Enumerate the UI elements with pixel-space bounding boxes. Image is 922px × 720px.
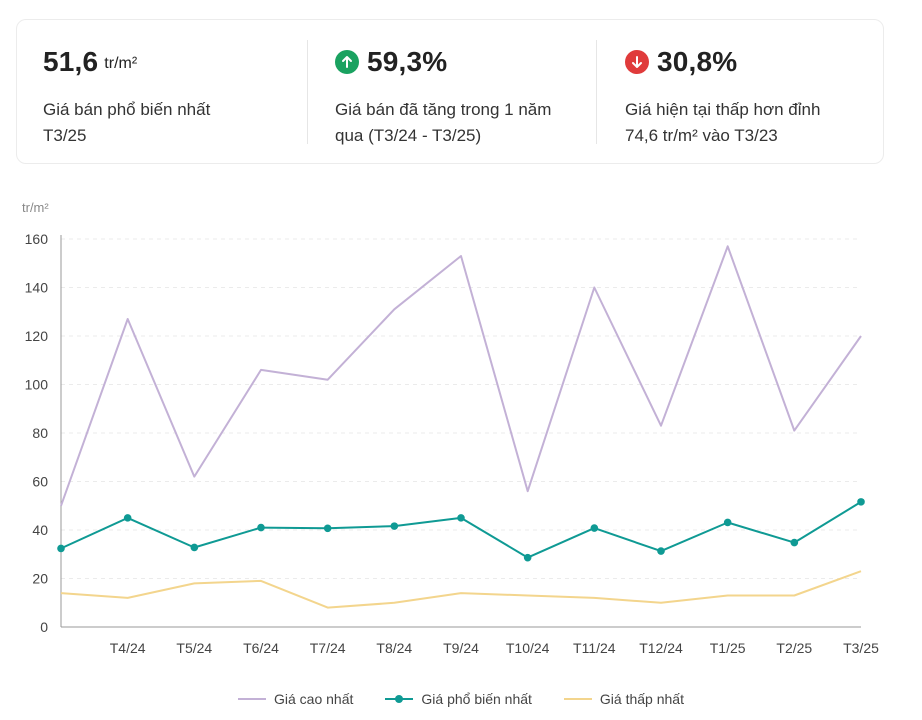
summary-headline: 59,3% xyxy=(335,44,447,80)
y-tick-label: 120 xyxy=(25,328,49,344)
data-point xyxy=(390,522,399,530)
x-tick-label: T1/25 xyxy=(710,640,746,656)
legend-swatch xyxy=(238,693,266,705)
data-point xyxy=(723,518,732,527)
summary-description-line: Giá hiện tại thấp hơn đỉnh xyxy=(625,100,821,119)
arrow-down-icon xyxy=(625,50,649,74)
legend-label: Giá thấp nhất xyxy=(599,691,684,707)
data-point xyxy=(790,538,799,547)
summary-panel: 51,6 tr/m² Giá bán phổ biến nhất T3/25 5… xyxy=(16,19,884,164)
legend-label: Giá phổ biến nhất xyxy=(421,691,532,707)
x-tick-label: T11/24 xyxy=(573,640,616,656)
data-point xyxy=(857,498,865,506)
x-tick-label: T7/24 xyxy=(310,640,346,656)
y-tick-label: 100 xyxy=(25,377,49,393)
legend-swatch xyxy=(563,693,592,705)
y-tick-label: 40 xyxy=(32,522,48,538)
x-tick-label: T5/24 xyxy=(176,640,212,656)
summary-divider xyxy=(307,40,308,144)
summary-headline: 30,8% xyxy=(625,44,737,80)
x-tick-label: T10/24 xyxy=(506,640,550,656)
series-line-2 xyxy=(60,570,862,609)
data-point xyxy=(57,544,65,553)
data-point xyxy=(123,514,132,522)
x-tick-label: T12/24 xyxy=(639,640,683,656)
summary-description: Giá bán đã tăng trong 1 năm qua (T3/24 -… xyxy=(335,97,585,149)
y-tick-label: 80 xyxy=(32,425,48,441)
y-tick-label: 140 xyxy=(25,280,49,296)
legend-label: Giá cao nhất xyxy=(274,691,354,707)
legend-swatch-line xyxy=(563,698,592,700)
y-tick-label: 20 xyxy=(32,571,48,587)
summary-description-line: 74,6 tr/m² vào T3/23 xyxy=(625,126,778,145)
summary-description: Giá hiện tại thấp hơn đỉnh 74,6 tr/m² và… xyxy=(625,97,875,149)
y-axis-label: tr/m² xyxy=(22,200,49,215)
summary-card-common-price: 51,6 tr/m² Giá bán phổ biến nhất T3/25 xyxy=(17,20,307,163)
legend-item[interactable]: Giá cao nhất xyxy=(238,691,353,707)
y-tick-label: 160 xyxy=(25,231,49,247)
summary-description: Giá bán phổ biến nhất T3/25 xyxy=(43,97,293,149)
summary-headline: 51,6 tr/m² xyxy=(43,44,137,80)
summary-value: 30,8% xyxy=(657,46,738,77)
summary-card-yearly-change: 59,3% Giá bán đã tăng trong 1 năm qua (T… xyxy=(307,20,597,163)
data-point xyxy=(323,524,332,533)
summary-description-line: Giá bán phổ biến nhất xyxy=(43,100,211,119)
data-point xyxy=(257,523,265,532)
x-tick-label: T2/25 xyxy=(776,640,812,656)
data-point xyxy=(457,514,465,522)
y-tick-label: 0 xyxy=(40,619,48,635)
x-tick-label: T3/25 xyxy=(843,640,879,656)
x-tick-label: T4/24 xyxy=(110,640,146,656)
summary-description-line: qua (T3/24 - T3/25) xyxy=(335,126,482,145)
data-point xyxy=(590,524,599,532)
series-line-0 xyxy=(60,245,862,507)
legend-item[interactable]: Giá phổ biến nhất xyxy=(385,691,532,707)
y-tick-label: 60 xyxy=(32,474,48,490)
summary-divider xyxy=(596,40,597,144)
legend-swatch xyxy=(385,693,414,705)
x-tick-label: T9/24 xyxy=(443,640,479,656)
arrow-up-icon xyxy=(335,50,359,74)
summary-description-line: T3/25 xyxy=(43,126,87,145)
x-tick-label: T6/24 xyxy=(243,640,279,656)
summary-unit: tr/m² xyxy=(104,55,138,72)
summary-card-peak-comparison: 30,8% Giá hiện tại thấp hơn đỉnh 74,6 tr… xyxy=(597,20,885,163)
legend-swatch-line xyxy=(238,698,266,700)
legend-item[interactable]: Giá thấp nhất xyxy=(563,691,684,707)
summary-value: 59,3% xyxy=(367,46,448,77)
data-point xyxy=(657,547,665,555)
x-tick-label: T8/24 xyxy=(376,640,412,656)
chart-legend: Giá cao nhất Giá phổ biến nhất Giá thấp nh… xyxy=(0,686,922,712)
price-line-chart: tr/m² 0 20 40 60 80 100 120 140 160 T4/24 T5/24 T6/2… xyxy=(22,200,879,656)
data-point xyxy=(190,543,199,552)
data-point xyxy=(523,553,532,562)
summary-value: 51,6 xyxy=(43,46,99,77)
summary-description-line: Giá bán đã tăng trong 1 năm xyxy=(335,100,552,119)
legend-swatch-dot xyxy=(395,695,404,703)
